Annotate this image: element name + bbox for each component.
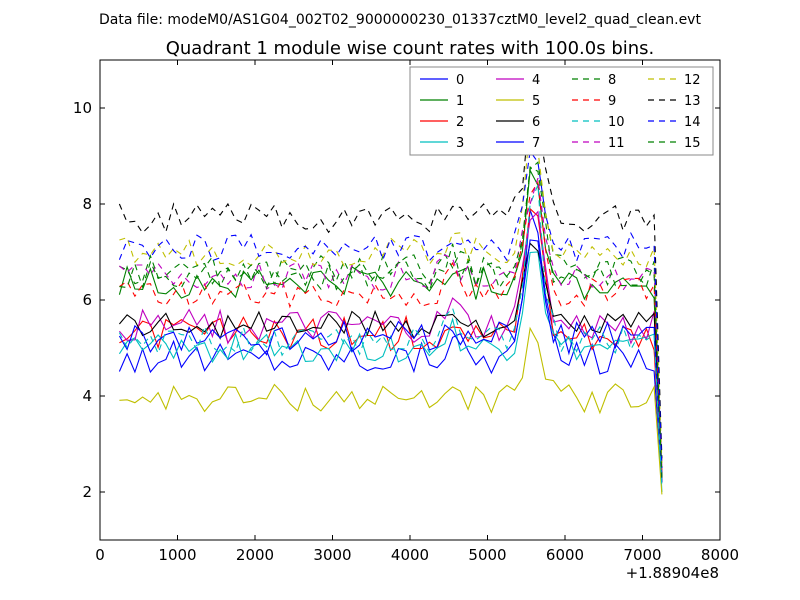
- series-line-1: [118, 168, 663, 478]
- legend-label-12: 12: [684, 73, 701, 88]
- y-tick-label: 10: [73, 99, 92, 117]
- series-line-15: [119, 166, 663, 478]
- x-tick-label: 2000: [236, 546, 274, 564]
- x-tick-label: 8000: [701, 546, 739, 564]
- x-tick-label: 7000: [623, 546, 661, 564]
- legend-label-2: 2: [456, 115, 464, 130]
- legend-label-3: 3: [456, 136, 464, 151]
- series-line-13: [118, 104, 663, 459]
- series-line-5: [119, 326, 663, 495]
- series-line-9: [119, 180, 663, 473]
- y-tick-label: 4: [82, 387, 92, 405]
- legend-label-14: 14: [684, 115, 701, 130]
- x-tick-label: 3000: [313, 546, 351, 564]
- legend-label-9: 9: [608, 94, 616, 109]
- series-line-0: [118, 209, 663, 483]
- x-tick-label: 1000: [158, 546, 196, 564]
- legend-label-8: 8: [608, 73, 616, 88]
- x-tick-label: 0: [95, 546, 105, 564]
- y-tick-label: 2: [82, 483, 92, 501]
- legend-label-0: 0: [456, 73, 464, 88]
- legend-box: [409, 66, 714, 156]
- x-tick-label: 4000: [391, 546, 429, 564]
- legend-label-4: 4: [532, 73, 540, 88]
- x-tick-label: 5000: [468, 546, 506, 564]
- legend-label-7: 7: [532, 136, 540, 151]
- series-line-12: [119, 125, 663, 464]
- series-line-10: [118, 184, 663, 488]
- legend-label-13: 13: [684, 94, 701, 109]
- series-line-6: [118, 242, 663, 478]
- series-line-11: [119, 177, 663, 469]
- legend-label-15: 15: [684, 136, 701, 151]
- series-line-2: [119, 207, 663, 483]
- x-offset-label: +1.88904e8: [626, 564, 719, 582]
- chart-title: Quadrant 1 module wise count rates with …: [166, 38, 655, 59]
- series-lines: [118, 104, 663, 495]
- legend-label-5: 5: [532, 94, 540, 109]
- legend-label-10: 10: [608, 115, 625, 130]
- chart-suptitle: Data file: modeM0/AS1G04_002T02_90000002…: [99, 12, 701, 28]
- series-line-7: [118, 239, 663, 483]
- legend-label-11: 11: [608, 136, 625, 151]
- x-tick-label: 6000: [546, 546, 584, 564]
- series-line-14: [118, 149, 663, 469]
- legend-label-1: 1: [456, 94, 464, 109]
- y-tick-label: 6: [82, 291, 92, 309]
- y-tick-label: 8: [82, 195, 92, 213]
- series-line-8: [119, 161, 663, 469]
- legend-label-6: 6: [532, 115, 540, 130]
- series-line-4: [118, 210, 663, 473]
